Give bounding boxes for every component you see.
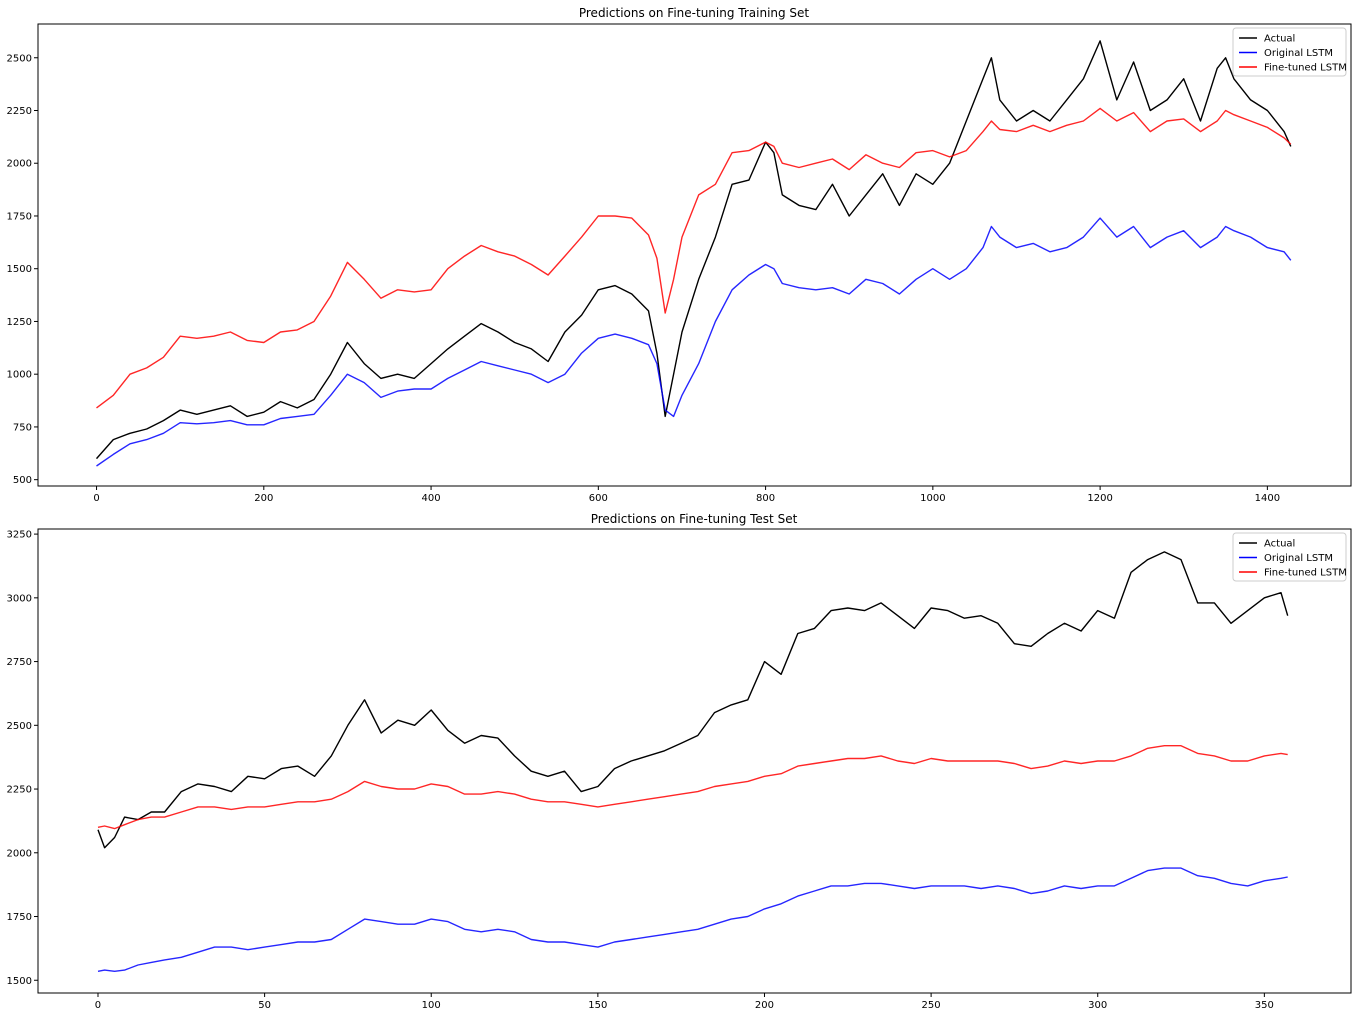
legend-label-original-lstm: Original LSTM xyxy=(1264,553,1333,564)
x-tick-label: 800 xyxy=(756,493,775,504)
y-axis-test: 1500 1750 2000 2250 2500 2750 3000 3250 xyxy=(7,530,38,987)
x-axis-test: 0 50 100 150 200 250 300 350 xyxy=(95,993,1274,1011)
x-tick-label: 200 xyxy=(755,1000,774,1011)
x-tick-label: 350 xyxy=(1255,1000,1274,1011)
series-layer-training xyxy=(95,40,1292,467)
x-tick-label: 600 xyxy=(589,493,608,504)
y-tick-label: 3250 xyxy=(7,530,32,541)
legend-label-fine-tuned-lstm: Fine-tuned LSTM xyxy=(1264,568,1347,579)
y-tick-label: 2500 xyxy=(7,53,32,64)
series-line-fine-tuned-lstm-training xyxy=(96,107,1292,409)
y-tick-label: 1000 xyxy=(7,370,32,381)
x-tick-label: 1200 xyxy=(1087,493,1112,504)
y-tick-label: 3000 xyxy=(7,593,32,604)
y-tick-label: 2000 xyxy=(7,159,32,170)
legend-label-original-lstm: Original LSTM xyxy=(1264,48,1333,59)
legend-training: Actual Original LSTM Fine-tuned LSTM xyxy=(1232,27,1347,77)
axes-frame-training xyxy=(37,23,1352,487)
x-tick-label: 300 xyxy=(1088,1000,1107,1011)
x-tick-label: 100 xyxy=(422,1000,441,1011)
y-tick-label: 2250 xyxy=(7,106,32,117)
y-tick-label: 2500 xyxy=(7,721,32,732)
training-set-chart: Predictions on Fine-tuning Training Set … xyxy=(7,6,1352,504)
legend-label-fine-tuned-lstm: Fine-tuned LSTM xyxy=(1264,63,1347,74)
y-tick-label: 2250 xyxy=(7,785,32,796)
x-tick-label: 0 xyxy=(95,1000,101,1011)
y-tick-label: 2000 xyxy=(7,848,32,859)
x-tick-label: 200 xyxy=(254,493,273,504)
y-tick-label: 1250 xyxy=(7,317,32,328)
y-tick-label: 1750 xyxy=(7,912,32,923)
y-tick-label: 500 xyxy=(13,475,32,486)
x-tick-label: 150 xyxy=(588,1000,607,1011)
legend-label-actual: Actual xyxy=(1264,539,1295,550)
x-tick-label: 400 xyxy=(422,493,441,504)
y-tick-label: 2750 xyxy=(7,657,32,668)
chart-title-training: Predictions on Fine-tuning Training Set xyxy=(579,6,810,20)
y-axis-training: 500 750 1000 1250 1500 1750 2000 2250 2500 xyxy=(7,53,38,486)
y-tick-label: 1500 xyxy=(7,264,32,275)
chart-title-test: Predictions on Fine-tuning Test Set xyxy=(591,512,798,526)
axes-frame-test xyxy=(37,528,1352,994)
y-tick-label: 1750 xyxy=(7,211,32,222)
legend-box xyxy=(1232,532,1347,582)
x-tick-label: 1000 xyxy=(920,493,945,504)
series-layer-test xyxy=(97,551,1289,972)
x-tick-label: 1400 xyxy=(1255,493,1280,504)
x-tick-label: 0 xyxy=(93,493,99,504)
y-tick-label: 750 xyxy=(13,422,32,433)
x-axis-training: 0 200 400 600 800 1000 1200 1400 xyxy=(93,486,1280,504)
series-line-fine-tuned-lstm-test xyxy=(97,745,1288,830)
series-line-actual-test xyxy=(97,551,1289,849)
legend-label-actual: Actual xyxy=(1264,34,1295,45)
series-line-actual-training xyxy=(95,40,1292,460)
x-tick-label: 50 xyxy=(258,1000,271,1011)
y-tick-label: 1500 xyxy=(7,976,32,987)
series-line-original-lstm-training xyxy=(96,217,1292,467)
test-set-chart: Predictions on Fine-tuning Test Set 0 50 1… xyxy=(7,512,1352,1011)
x-tick-label: 250 xyxy=(922,1000,941,1011)
legend-box xyxy=(1232,27,1347,77)
series-line-original-lstm-test xyxy=(97,867,1288,972)
legend-test: Actual Original LSTM Fine-tuned LSTM xyxy=(1232,532,1347,582)
